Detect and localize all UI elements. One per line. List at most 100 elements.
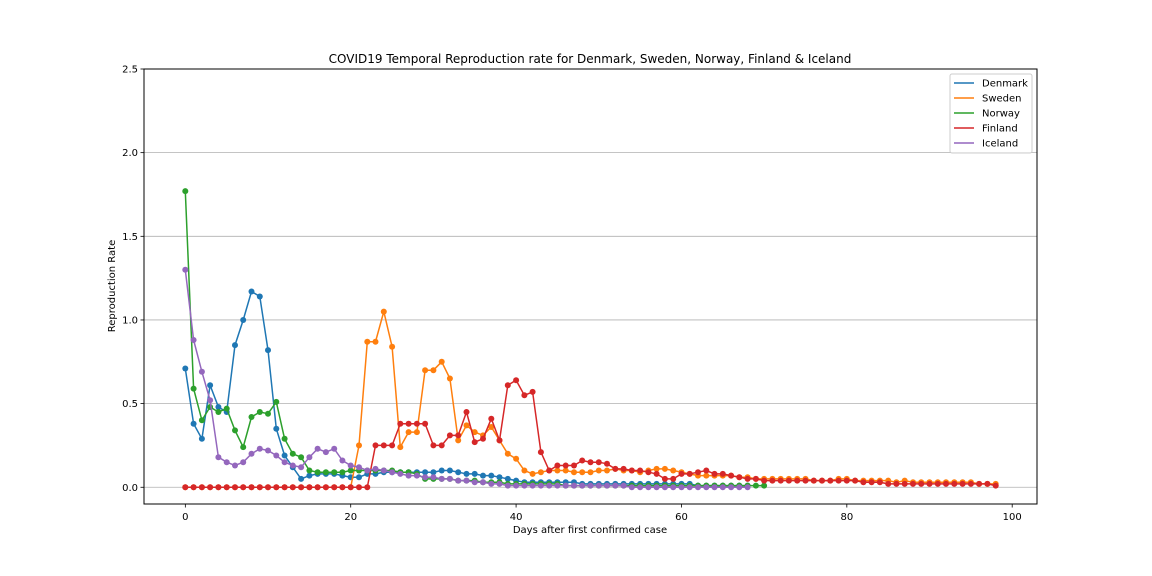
data-point xyxy=(356,474,362,481)
data-point xyxy=(562,462,569,469)
data-point xyxy=(256,293,263,300)
data-point xyxy=(256,445,263,452)
data-point xyxy=(661,465,668,472)
plot-area-frame xyxy=(143,68,1038,505)
data-point xyxy=(240,459,247,466)
data-point xyxy=(860,479,867,486)
data-point xyxy=(661,484,668,491)
data-point xyxy=(372,338,379,345)
data-point xyxy=(356,484,362,491)
data-point xyxy=(256,484,263,491)
data-point xyxy=(471,479,478,486)
data-point xyxy=(728,484,735,491)
data-point xyxy=(480,479,486,486)
data-point xyxy=(405,429,412,436)
data-point xyxy=(182,365,189,372)
data-point xyxy=(802,477,809,484)
data-point xyxy=(331,445,338,452)
data-point xyxy=(182,188,189,195)
data-point xyxy=(190,420,197,427)
data-point xyxy=(198,368,205,375)
data-point xyxy=(604,467,610,474)
y-axis-label: Reproduction Rate xyxy=(107,240,118,332)
series-finland xyxy=(182,377,999,491)
data-point xyxy=(571,469,577,476)
data-point xyxy=(256,409,263,415)
data-point xyxy=(579,457,586,464)
y-tick-label: 0.5 xyxy=(122,399,138,410)
data-point xyxy=(273,425,280,432)
y-axis: 0.0 0.5 1.0 1.5 2.0 2.5 xyxy=(122,65,144,494)
data-point xyxy=(215,404,222,410)
data-point xyxy=(868,479,875,486)
data-point xyxy=(537,469,544,476)
data-point xyxy=(455,437,462,444)
data-point xyxy=(463,470,470,477)
data-point xyxy=(397,470,404,477)
data-point xyxy=(413,472,420,479)
data-point xyxy=(232,342,238,349)
data-point xyxy=(405,472,412,479)
data-point xyxy=(265,410,271,417)
data-point xyxy=(628,484,635,491)
data-point xyxy=(761,477,768,484)
y-tick-label: 0.0 xyxy=(122,483,138,494)
legend-box xyxy=(949,73,1033,154)
data-point xyxy=(356,464,362,471)
data-point xyxy=(670,484,677,491)
data-point xyxy=(380,442,387,449)
data-point xyxy=(976,480,983,487)
data-point xyxy=(785,477,792,484)
data-point xyxy=(827,477,834,484)
data-point xyxy=(232,427,238,434)
data-point xyxy=(488,415,495,422)
data-point xyxy=(422,474,429,481)
data-point xyxy=(265,347,271,354)
data-point xyxy=(198,484,205,491)
data-point xyxy=(306,467,313,474)
data-point xyxy=(339,484,346,491)
data-point xyxy=(438,358,445,365)
data-point xyxy=(314,445,321,452)
data-point xyxy=(248,484,255,491)
data-point xyxy=(934,480,941,487)
data-point xyxy=(471,470,478,477)
data-point xyxy=(339,457,346,464)
data-point xyxy=(637,484,644,491)
data-point xyxy=(604,482,610,489)
data-point xyxy=(430,474,437,481)
legend-item-iceland: Iceland xyxy=(954,139,1018,150)
data-point xyxy=(579,482,586,489)
legend-item-sweden: Sweden xyxy=(954,94,1022,105)
data-point xyxy=(223,459,230,466)
data-point xyxy=(364,467,371,474)
data-point xyxy=(331,484,338,491)
data-point xyxy=(413,420,420,427)
data-point xyxy=(298,464,305,471)
legend-label: Iceland xyxy=(982,139,1018,150)
data-point xyxy=(661,475,668,482)
legend-label: Norway xyxy=(982,109,1020,120)
data-point xyxy=(289,450,296,457)
data-point xyxy=(298,484,305,491)
data-point xyxy=(207,484,214,491)
legend-item-denmark: Denmark xyxy=(954,79,1028,90)
legend-label: Denmark xyxy=(982,79,1028,90)
data-point xyxy=(670,467,677,474)
data-point xyxy=(504,475,511,482)
data-point xyxy=(314,469,321,476)
data-point xyxy=(761,482,768,489)
data-point xyxy=(463,422,470,429)
data-point xyxy=(430,367,437,374)
data-point xyxy=(232,484,238,491)
data-point xyxy=(248,450,255,457)
legend-label: Sweden xyxy=(982,94,1022,105)
data-point xyxy=(405,420,412,427)
data-point xyxy=(794,477,801,484)
data-point xyxy=(480,472,486,479)
data-point xyxy=(446,467,453,474)
data-point xyxy=(265,447,271,454)
data-point xyxy=(455,477,462,484)
data-point xyxy=(265,484,271,491)
